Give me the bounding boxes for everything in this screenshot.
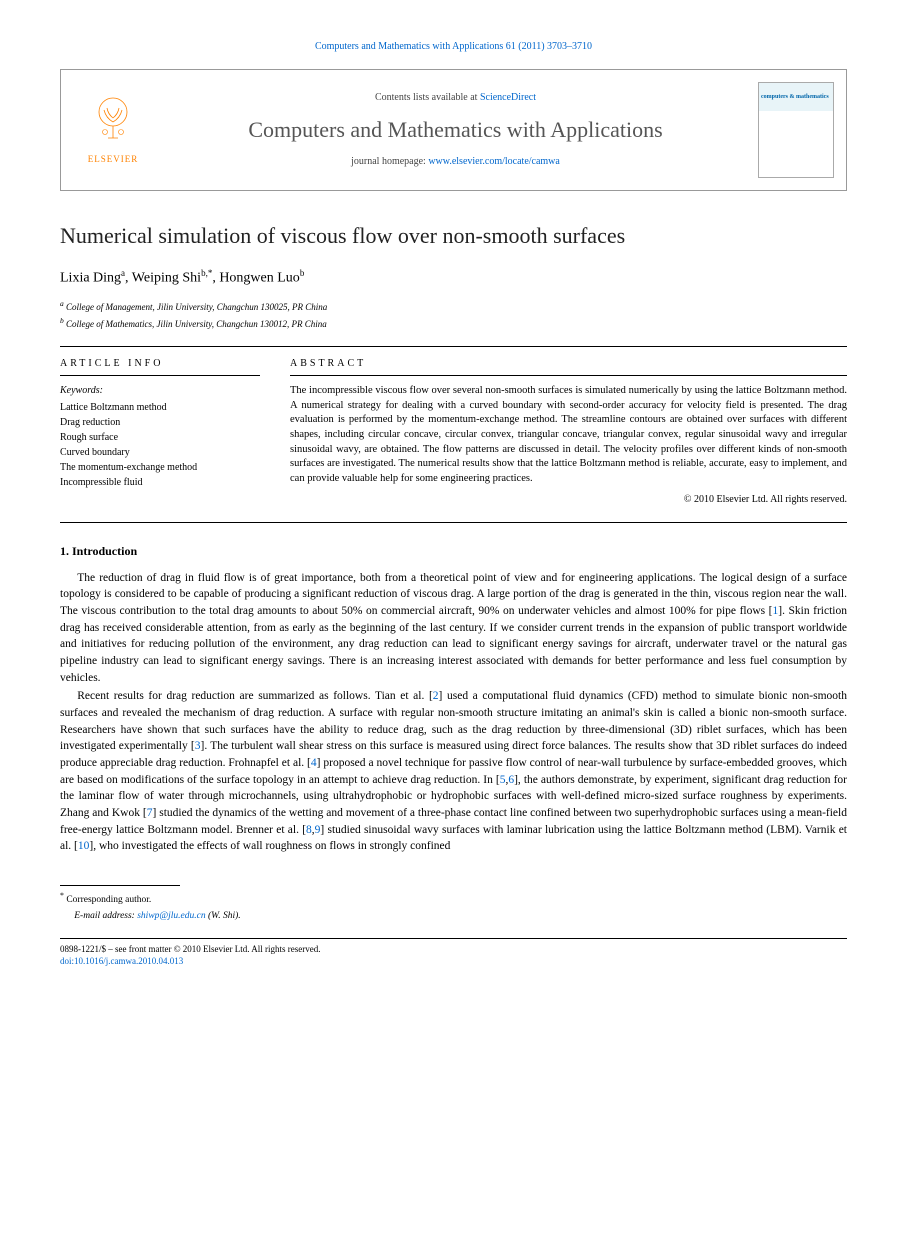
header-center: Contents lists available at ScienceDirec… [153, 91, 758, 170]
keyword: Curved boundary [60, 445, 260, 460]
ref-3-link[interactable]: 3 [195, 740, 201, 752]
authors-line: Lixia Dinga, Weiping Shib,*, Hongwen Luo… [60, 267, 847, 288]
ref-4-link[interactable]: 4 [311, 757, 317, 769]
journal-cover-thumbnail: computers & mathematics [758, 82, 834, 178]
ref-8-link[interactable]: 8 [306, 824, 312, 836]
corresponding-marker: * [60, 891, 64, 900]
homepage-link[interactable]: www.elsevier.com/locate/camwa [428, 156, 560, 167]
intro-para-1: The reduction of drag in fluid flow is o… [60, 570, 847, 687]
contents-available-line: Contents lists available at ScienceDirec… [153, 91, 758, 105]
homepage-prefix: journal homepage: [351, 156, 428, 167]
author-1-affil: a [121, 268, 125, 278]
ref-9-link[interactable]: 9 [315, 824, 321, 836]
journal-title: Computers and Mathematics with Applicati… [153, 115, 758, 146]
email-label: E-mail address: [74, 911, 137, 921]
keyword: Drag reduction [60, 415, 260, 430]
article-info-column: ARTICLE INFO Keywords: Lattice Boltzmann… [60, 357, 260, 507]
rule-below-abstract [60, 522, 847, 523]
email-line: E-mail address: shiwp@jlu.edu.cn (W. Shi… [74, 910, 847, 923]
ref-10-link[interactable]: 10 [78, 840, 90, 852]
author-2: Weiping Shi [132, 270, 201, 285]
copyright-line: 0898-1221/$ – see front matter © 2010 El… [60, 943, 847, 956]
affiliation-a: a College of Management, Jilin Universit… [60, 298, 847, 315]
cover-thumb-title: computers & mathematics [761, 93, 831, 101]
keyword: Incompressible fluid [60, 475, 260, 490]
ref-2-link[interactable]: 2 [433, 690, 439, 702]
journal-header-box: ELSEVIER Contents lists available at Sci… [60, 69, 847, 191]
doi-link[interactable]: doi:10.1016/j.camwa.2010.04.013 [60, 956, 183, 966]
keyword: Lattice Boltzmann method [60, 400, 260, 415]
keyword: The momentum-exchange method [60, 460, 260, 475]
publisher-name: ELSEVIER [73, 153, 153, 166]
journal-reference: Computers and Mathematics with Applicati… [60, 40, 847, 54]
email-attribution: (W. Shi). [206, 911, 241, 921]
abstract-heading: ABSTRACT [290, 357, 847, 376]
info-abstract-row: ARTICLE INFO Keywords: Lattice Boltzmann… [60, 357, 847, 507]
author-3: Hongwen Luo [219, 270, 300, 285]
sciencedirect-link[interactable]: ScienceDirect [480, 92, 536, 103]
ref-6-link[interactable]: 6 [508, 774, 514, 786]
author-1: Lixia Ding [60, 270, 121, 285]
publisher-logo-cell: ELSEVIER [73, 94, 153, 165]
corresponding-author-note: * Corresponding author. [60, 890, 847, 907]
homepage-line: journal homepage: www.elsevier.com/locat… [153, 155, 758, 169]
abstract-column: ABSTRACT The incompressible viscous flow… [290, 357, 847, 507]
ref-1-link[interactable]: 1 [773, 605, 779, 617]
elsevier-tree-icon [88, 94, 138, 144]
author-3-affil: b [300, 268, 305, 278]
article-info-heading: ARTICLE INFO [60, 357, 260, 376]
abstract-text: The incompressible viscous flow over sev… [290, 384, 847, 487]
keyword: Rough surface [60, 430, 260, 445]
affiliation-b: b College of Mathematics, Jilin Universi… [60, 315, 847, 332]
footer-block: 0898-1221/$ – see front matter © 2010 El… [60, 938, 847, 968]
ref-7-link[interactable]: 7 [147, 807, 153, 819]
author-2-affil: b,* [201, 268, 212, 278]
journal-ref-link[interactable]: Computers and Mathematics with Applicati… [315, 41, 592, 52]
email-link[interactable]: shiwp@jlu.edu.cn [137, 911, 205, 921]
abstract-copyright: © 2010 Elsevier Ltd. All rights reserved… [290, 493, 847, 507]
article-title: Numerical simulation of viscous flow ove… [60, 221, 847, 252]
doi-line: doi:10.1016/j.camwa.2010.04.013 [60, 955, 847, 968]
ref-5-link[interactable]: 5 [500, 774, 506, 786]
keywords-list: Lattice Boltzmann method Drag reduction … [60, 400, 260, 490]
affiliations: a College of Management, Jilin Universit… [60, 298, 847, 331]
contents-prefix: Contents lists available at [375, 92, 480, 103]
footnote-rule [60, 885, 180, 886]
corresponding-text: Corresponding author. [66, 895, 151, 905]
intro-para-2: Recent results for drag reduction are su… [60, 688, 847, 855]
rule-above-abstract [60, 346, 847, 347]
keywords-label: Keywords: [60, 384, 260, 398]
section-1-heading: 1. Introduction [60, 543, 847, 560]
